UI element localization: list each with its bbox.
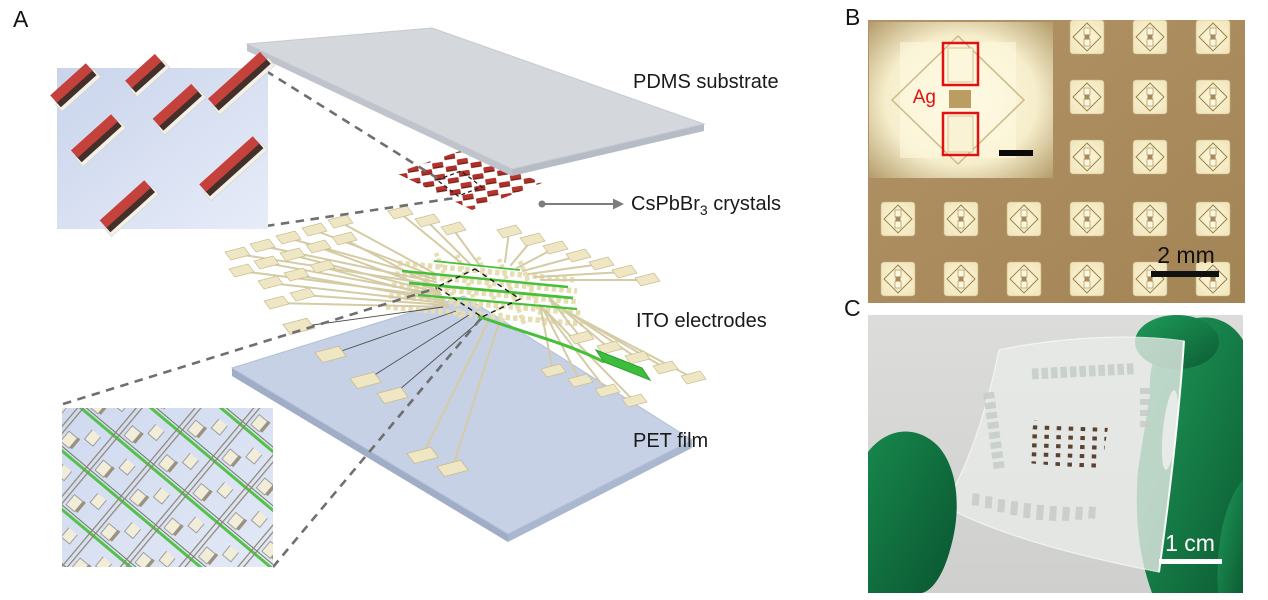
ito-label: ITO electrodes <box>636 310 767 332</box>
flexible-film <box>943 336 1185 573</box>
zoom-connector-line <box>265 69 438 180</box>
device <box>1195 20 1231 55</box>
ag-label: Ag <box>913 87 936 108</box>
zoom-connector-line <box>272 316 483 568</box>
scale-bar-label-1cm: 1 cm <box>1165 530 1215 556</box>
magnified-device-inset: Ag <box>869 22 1053 178</box>
device <box>1195 79 1231 115</box>
ag-electrode-bottom <box>947 115 974 153</box>
crystals-formula: CsPbBr <box>631 193 700 215</box>
electrode-zoom-inset <box>62 408 273 567</box>
device <box>1132 20 1168 55</box>
device <box>943 201 979 237</box>
crystals-suffix: crystals <box>707 193 782 215</box>
panel-c-photo: 1 cm <box>868 315 1243 593</box>
selected-row-highlight <box>401 260 605 364</box>
ag-electrode-top <box>947 47 974 83</box>
crystal-bar <box>50 51 276 237</box>
device <box>1132 201 1168 237</box>
device <box>1195 139 1231 175</box>
crystal-zoom-inset <box>50 51 276 237</box>
ito-electrode-layer <box>224 205 707 477</box>
pet-label: PET film <box>633 430 709 452</box>
ito-traces <box>236 212 694 470</box>
glove-left <box>868 431 957 593</box>
green-output-pad <box>594 348 652 382</box>
device <box>880 201 916 237</box>
device <box>1069 261 1105 297</box>
panel-b-letter: B <box>845 4 861 30</box>
scale-bar-label-2mm: 2 mm <box>1157 242 1215 268</box>
pdms-substrate-slab <box>245 27 706 176</box>
inset-scale-bar <box>999 150 1033 156</box>
device <box>1006 261 1042 297</box>
scale-bar-1cm <box>1159 559 1222 564</box>
device <box>1006 201 1042 237</box>
crystals-subscript: 3 <box>699 202 708 218</box>
device <box>1069 201 1105 237</box>
panel-b-micrograph: Ag 2 mm <box>868 20 1245 303</box>
zoom-connector-line <box>265 196 456 228</box>
film-contact-pads <box>971 363 1150 522</box>
pdms-label: PDMS substrate <box>633 71 779 93</box>
panel-c-letter: C <box>844 295 861 321</box>
device <box>1132 79 1168 115</box>
device <box>1069 79 1105 115</box>
device <box>1195 201 1231 237</box>
crystals-arrow <box>538 198 624 210</box>
device <box>943 261 979 297</box>
crystal-channel <box>949 90 971 108</box>
scale-bar-2mm <box>1151 271 1219 277</box>
panel-a-letter: A <box>13 6 29 32</box>
crystals-label: CsPbBr3 crystals <box>631 193 781 218</box>
ito-zoom-box <box>435 268 522 318</box>
panel-a-schematic <box>50 27 707 568</box>
ag-electrode-box <box>941 111 980 157</box>
device-diamond-outline <box>890 34 1026 166</box>
device <box>880 261 916 297</box>
crystal-zoom-diamond <box>435 170 484 197</box>
zoom-connector-lines <box>62 69 483 568</box>
zoom-connector-line <box>62 286 438 406</box>
device <box>1069 20 1105 55</box>
crystal-dot-array <box>1027 420 1108 470</box>
cspbbr3-crystal-array <box>396 149 542 210</box>
bond-wires <box>297 306 483 397</box>
ag-electrode-box <box>941 41 980 87</box>
pet-film-slab <box>230 295 694 542</box>
device <box>1132 139 1168 175</box>
device <box>1069 139 1105 175</box>
